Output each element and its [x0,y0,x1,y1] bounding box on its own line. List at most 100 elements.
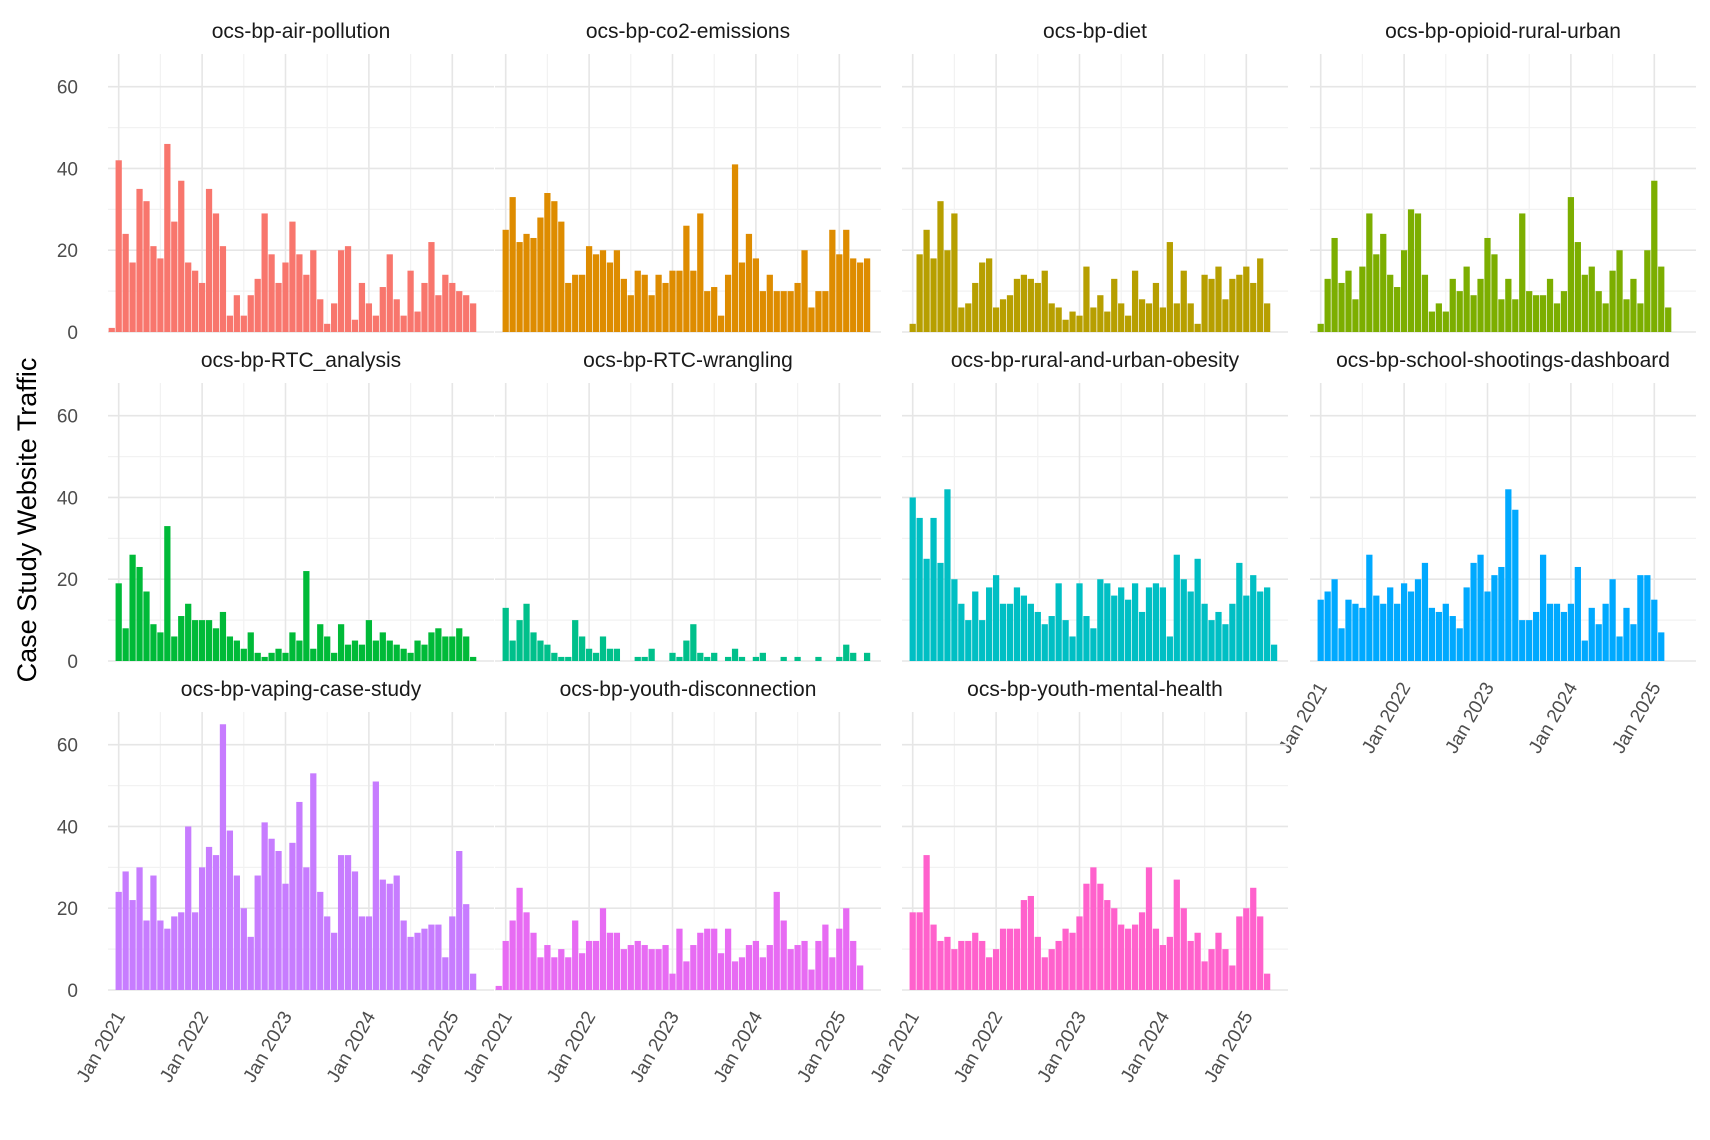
bar [579,274,586,332]
x-tick-label: Jan 2021 [867,1008,924,1086]
bar [122,233,129,332]
bar [986,587,993,661]
bar [544,945,551,990]
bar [1456,628,1463,661]
bar [1041,957,1048,990]
bar [1257,591,1264,661]
bar [683,961,690,990]
bar [143,201,150,332]
bar [683,225,690,332]
bar [1637,303,1644,332]
bar [1352,299,1359,332]
bar [1048,616,1055,661]
bar [1519,620,1526,661]
bar [1574,242,1581,332]
bar [1546,603,1554,661]
bar [551,652,558,661]
bar [1463,266,1470,332]
bar [509,197,516,332]
bar [122,871,129,990]
bar [240,648,247,661]
bar [435,924,442,990]
facet-panel: ocs-bp-diet [902,20,1288,333]
y-tick-label: 20 [57,241,78,262]
bar [268,652,275,661]
bar [282,883,289,990]
bar [606,648,614,661]
bar [1201,603,1208,661]
bar [1567,197,1575,332]
bar [365,916,373,990]
bar [676,270,683,332]
bar [1194,932,1201,990]
bar [435,628,442,661]
bar [1006,928,1014,990]
bar [979,940,986,990]
bar [331,303,338,332]
bar [358,644,366,661]
bar [108,327,115,332]
bar [1076,583,1083,661]
bar [829,229,836,332]
facet-title: ocs-bp-RTC_analysis [201,349,401,372]
bar [1616,250,1623,332]
bar [171,636,178,661]
bar [282,652,289,661]
bar [1006,295,1014,332]
bar [843,229,850,332]
bar [1076,916,1083,990]
bar [794,282,801,332]
bar [150,875,157,990]
bar [1243,266,1250,332]
bar [1400,583,1408,661]
bar [428,632,435,661]
bar [407,652,414,661]
bar [1201,274,1208,332]
bar [1435,611,1442,661]
x-tick-label: Jan 2021 [73,1008,130,1086]
bar [836,254,843,332]
bar [115,583,122,661]
bar [435,295,442,332]
bar [212,855,220,990]
bar [1201,961,1208,990]
bar [1104,311,1111,332]
bar [261,656,268,661]
bar [1630,278,1637,332]
bar [1270,644,1278,661]
bar [1097,883,1104,990]
bar [704,928,711,990]
bar [958,307,965,332]
bar [1020,595,1028,661]
facet-panel: ocs-bp-RTC-wrangling [495,349,881,662]
bar [495,985,502,990]
x-tick-label: Jan 2023 [627,1008,684,1086]
bar [240,315,247,332]
bar [1083,883,1090,990]
bar [351,871,359,990]
bar [1159,587,1167,661]
bar [219,724,227,990]
bar [463,904,470,990]
bar [537,217,544,332]
facet-panel: ocs-bp-school-shootings-dashboard Jan 202… [1275,349,1696,757]
facet-title: ocs-bp-vaping-case-study [181,678,422,701]
facet-title: ocs-bp-youth-disconnection [560,678,817,701]
facet-title: ocs-bp-diet [1043,20,1147,43]
bar [551,201,558,332]
bar [456,851,463,990]
bar [516,620,523,661]
bar [1208,620,1215,661]
bar [815,656,822,661]
bar [1222,299,1229,332]
bar [1236,274,1243,332]
bar [916,254,923,332]
bar [1442,311,1449,332]
bar [428,924,435,990]
bar [711,652,718,661]
y-tick-label: 0 [67,323,78,344]
bar [372,781,379,990]
bar [157,258,164,332]
